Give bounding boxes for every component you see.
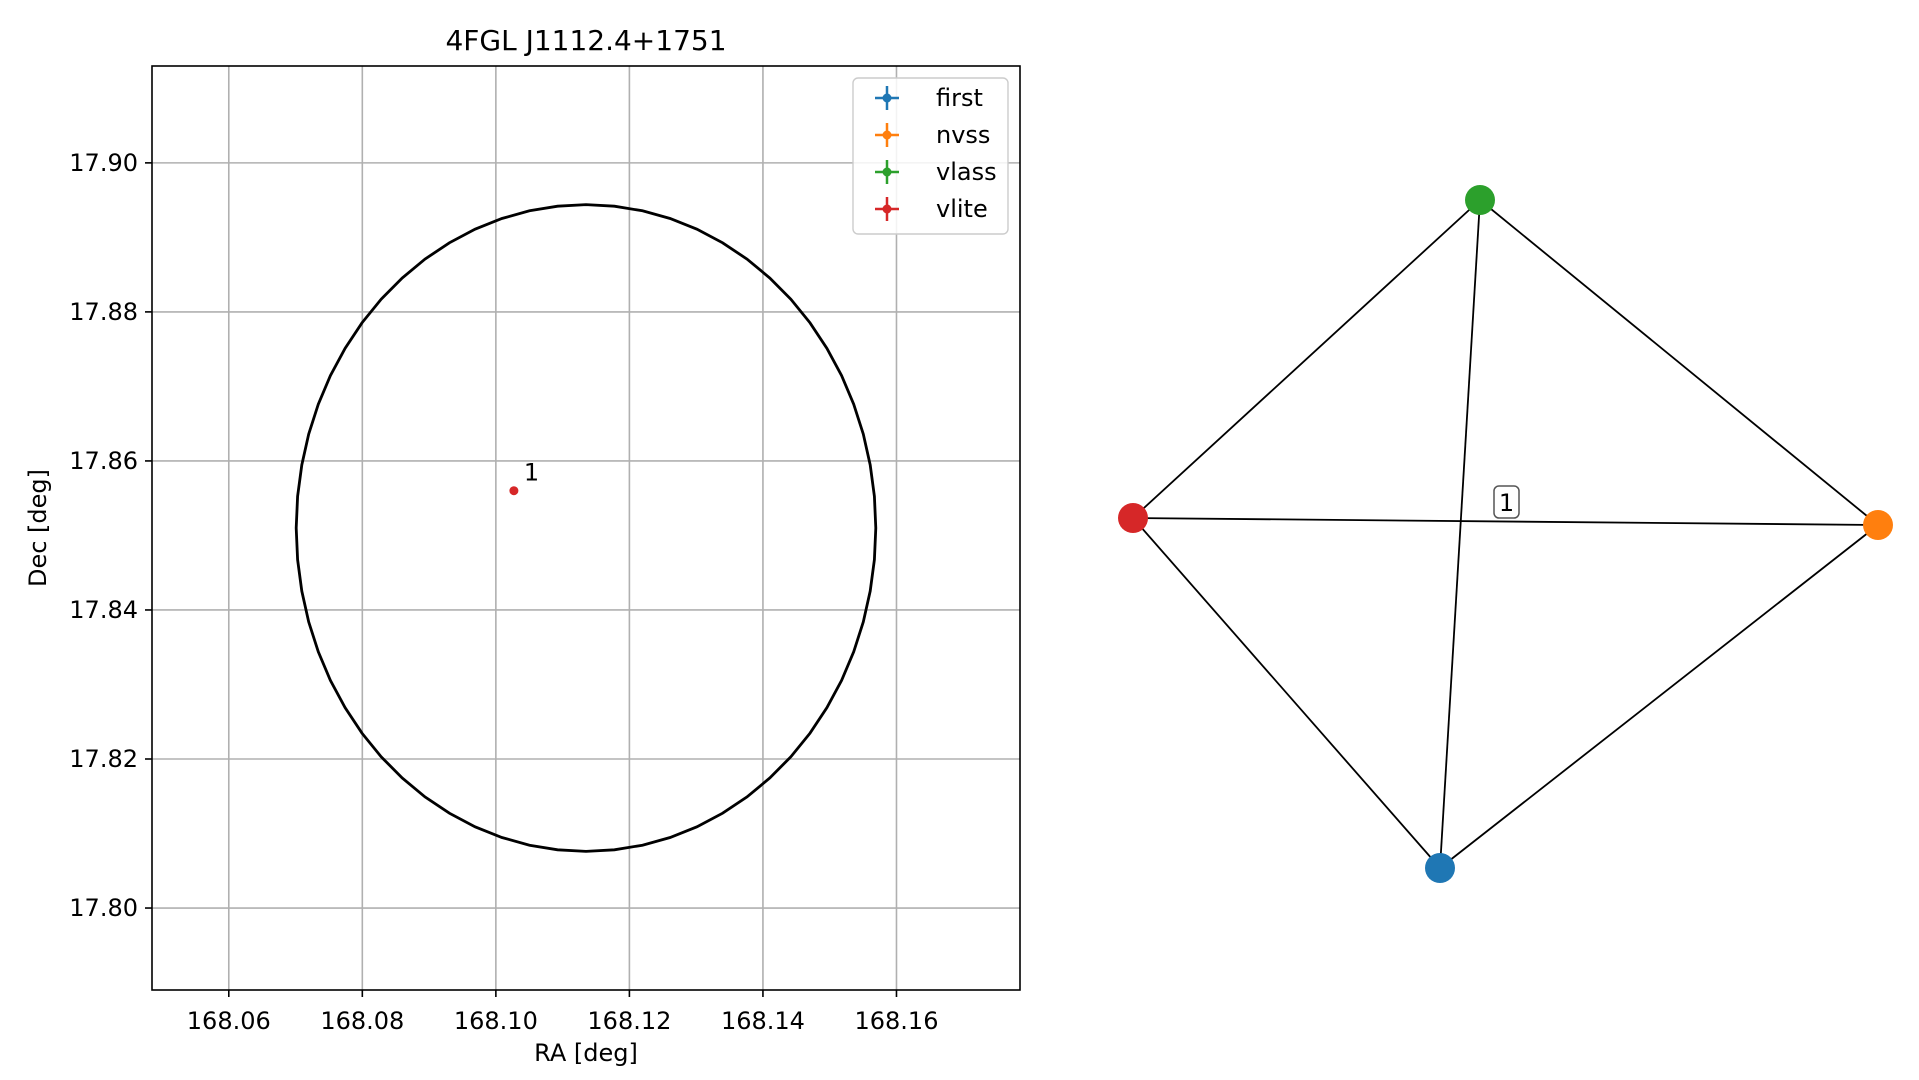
x-tick-label: 168.14 [721, 1007, 805, 1035]
sky-plot-panel: 168.06 168.08 168.10 168.12 168.14 168.16 17.… [24, 24, 1021, 1067]
y-axis-ticks: 17.80 17.82 17.84 17.86 17.88 17.90 [69, 149, 152, 922]
source-point-label: 1 [524, 459, 539, 487]
y-tick-label: 17.86 [69, 447, 138, 475]
chart-title: 4FGL J1112.4+1751 [445, 24, 726, 57]
network-node-vlite [1118, 503, 1148, 533]
y-tick-label: 17.80 [69, 894, 138, 922]
network-edge [1132, 517, 1441, 869]
x-tick-label: 168.10 [454, 1007, 538, 1035]
legend-marker-dot [882, 130, 892, 140]
network-nodes [1118, 185, 1893, 883]
network-graph-panel: 1 [1118, 185, 1893, 883]
network-edge [1439, 524, 1879, 869]
network-edge [1479, 199, 1879, 526]
network-node-nvss [1863, 510, 1893, 540]
legend-label: first [936, 84, 983, 112]
x-axis-label: RA [deg] [534, 1039, 638, 1067]
source-points: 1 [509, 459, 539, 496]
legend-label: vlass [936, 158, 997, 186]
network-node-first [1425, 853, 1455, 883]
network-edge [1132, 517, 1879, 526]
network-center-label: 1 [1499, 489, 1514, 517]
y-tick-label: 17.90 [69, 149, 138, 177]
network-node-vlass [1465, 185, 1495, 215]
legend-items: first nvss vlass vlite [875, 84, 997, 223]
network-center-label-box: 1 [1493, 485, 1520, 519]
axes-frame [151, 65, 1021, 991]
legend-label: vlite [936, 195, 988, 223]
legend-marker-dot [882, 93, 892, 103]
legend-marker-dot [882, 204, 892, 214]
network-edge [1439, 199, 1481, 869]
y-tick-label: 17.82 [69, 745, 138, 773]
x-axis-ticks: 168.06 168.08 168.10 168.12 168.14 168.16 [187, 990, 938, 1035]
network-edges [1132, 199, 1879, 869]
y-axis-label: Dec [deg] [24, 469, 52, 587]
x-tick-label: 168.06 [187, 1007, 271, 1035]
y-tick-label: 17.84 [69, 596, 138, 624]
legend: first nvss vlass vlite [852, 77, 1009, 235]
y-tick-label: 17.88 [69, 298, 138, 326]
network-center-label-frame [1493, 485, 1520, 519]
x-tick-label: 168.16 [854, 1007, 938, 1035]
error-circle [294, 203, 878, 853]
source-point [509, 486, 519, 496]
x-tick-label: 168.12 [587, 1007, 671, 1035]
network-edge [1132, 199, 1481, 519]
legend-box [852, 77, 1009, 235]
legend-label: nvss [936, 121, 990, 149]
legend-marker-dot [882, 167, 892, 177]
x-tick-label: 168.08 [320, 1007, 404, 1035]
